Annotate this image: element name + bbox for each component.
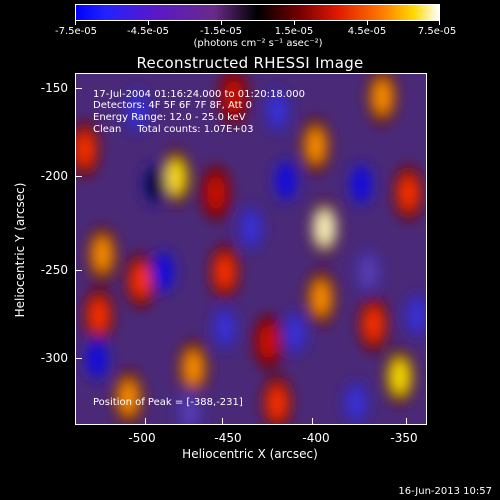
colorbar-units: (photons cm⁻² s⁻¹ asec⁻²): [193, 38, 323, 49]
colorbar-tick-label: -4.5e-05: [127, 26, 169, 37]
heatmap-negative-blob: [352, 166, 371, 203]
energy-range-annotation: Energy Range: 12.0 - 25.0 keV: [93, 112, 246, 123]
x-tick-label: -450: [214, 431, 242, 445]
heatmap-positive-blob: [215, 253, 234, 290]
generation-timestamp: 16-Jun-2013 10:57: [398, 486, 492, 497]
y-tick-label: -300: [40, 351, 68, 365]
heatmap-negative-blob: [145, 166, 164, 203]
x-tick-mark: [312, 418, 313, 424]
heatmap-positive-blob: [76, 131, 94, 168]
colorbar-tick-label: -1.5e-05: [200, 26, 242, 37]
y-tick-label: -200: [40, 169, 68, 183]
y-tick-label: -250: [40, 263, 68, 277]
colorbar-tick-label: 4.5e-05: [347, 26, 387, 37]
heatmap-negative-blob: [347, 385, 365, 421]
x-tick-label: -350: [390, 431, 418, 445]
colorbar-tick: [439, 21, 440, 25]
heatmap-negative-blob: [242, 210, 260, 246]
heatmap-positive-blob: [131, 262, 150, 299]
y-tick-mark: [76, 176, 82, 177]
heatmap-negative-blob: [268, 92, 287, 129]
heatmap-negative-blob: [285, 315, 304, 351]
colorbar-tick: [148, 21, 149, 25]
heatmap-negative-blob: [180, 393, 199, 424]
colorbar-tick: [221, 21, 222, 25]
colorbar-tick: [367, 21, 368, 25]
y-tick-mark: [76, 88, 82, 89]
heatmap-positive-blob: [373, 78, 392, 115]
x-tick-mark: [222, 418, 223, 424]
plot-title: Reconstructed RHESSI Image: [136, 54, 364, 72]
y-tick-mark: [76, 358, 82, 359]
colorbar-tick: [75, 21, 76, 25]
y-axis-label: Heliocentric Y (arcsec): [13, 182, 27, 318]
heatmap-negative-blob: [359, 253, 378, 290]
peak-position-annotation: Position of Peak = [-388,-231]: [93, 397, 243, 408]
heatmap-negative-blob: [154, 253, 173, 290]
x-tick-label: -400: [302, 431, 330, 445]
heatmap-negative-blob: [277, 162, 295, 199]
x-axis-label: Heliocentric X (arcsec): [182, 447, 318, 461]
heatmap-positive-blob: [93, 236, 112, 273]
heatmap-negative-blob: [128, 92, 147, 129]
method-counts-annotation: Clean Total counts: 1.07E+03: [93, 124, 254, 135]
heatmap-plot: [75, 73, 427, 425]
colorbar: [75, 4, 440, 21]
heatmap-negative-blob: [215, 309, 234, 346]
heatmap-positive-blob: [89, 297, 108, 334]
heatmap-positive-blob: [306, 127, 325, 164]
colorbar-tick-label: -7.5e-05: [55, 26, 97, 37]
heatmap-positive-blob: [184, 350, 203, 386]
heatmap-positive-blob: [224, 78, 243, 115]
y-tick-mark: [76, 270, 82, 271]
colorbar-tick: [294, 21, 295, 25]
heatmap-positive-blob: [315, 210, 334, 246]
x-tick-mark: [145, 418, 146, 424]
heatmap-canvas: [76, 74, 426, 424]
heatmap-positive-blob: [399, 175, 418, 211]
heatmap-positive-blob: [259, 323, 278, 360]
heatmap-negative-blob: [408, 297, 426, 334]
heatmap-positive-blob: [312, 280, 330, 316]
heatmap-positive-blob: [268, 385, 287, 421]
heatmap-positive-blob: [207, 175, 225, 211]
colorbar-tick-label: 1.5e-05: [274, 26, 314, 37]
heatmap-positive-blob: [166, 159, 185, 196]
x-tick-label: -500: [128, 431, 156, 445]
detectors-annotation: Detectors: 4F 5F 6F 7F 8F, Att 0: [93, 100, 253, 111]
heatmap-positive-blob: [390, 358, 409, 395]
time-range-annotation: 17-Jul-2004 01:16:24.000 to 01:20:18.000: [93, 89, 305, 100]
heatmap-positive-blob: [364, 306, 383, 343]
heatmap-positive-blob: [119, 379, 138, 416]
x-tick-mark: [406, 418, 407, 424]
colorbar-tick-label: 7.5e-05: [417, 26, 457, 37]
heatmap-negative-blob: [88, 341, 106, 378]
y-tick-label: -150: [40, 81, 68, 95]
